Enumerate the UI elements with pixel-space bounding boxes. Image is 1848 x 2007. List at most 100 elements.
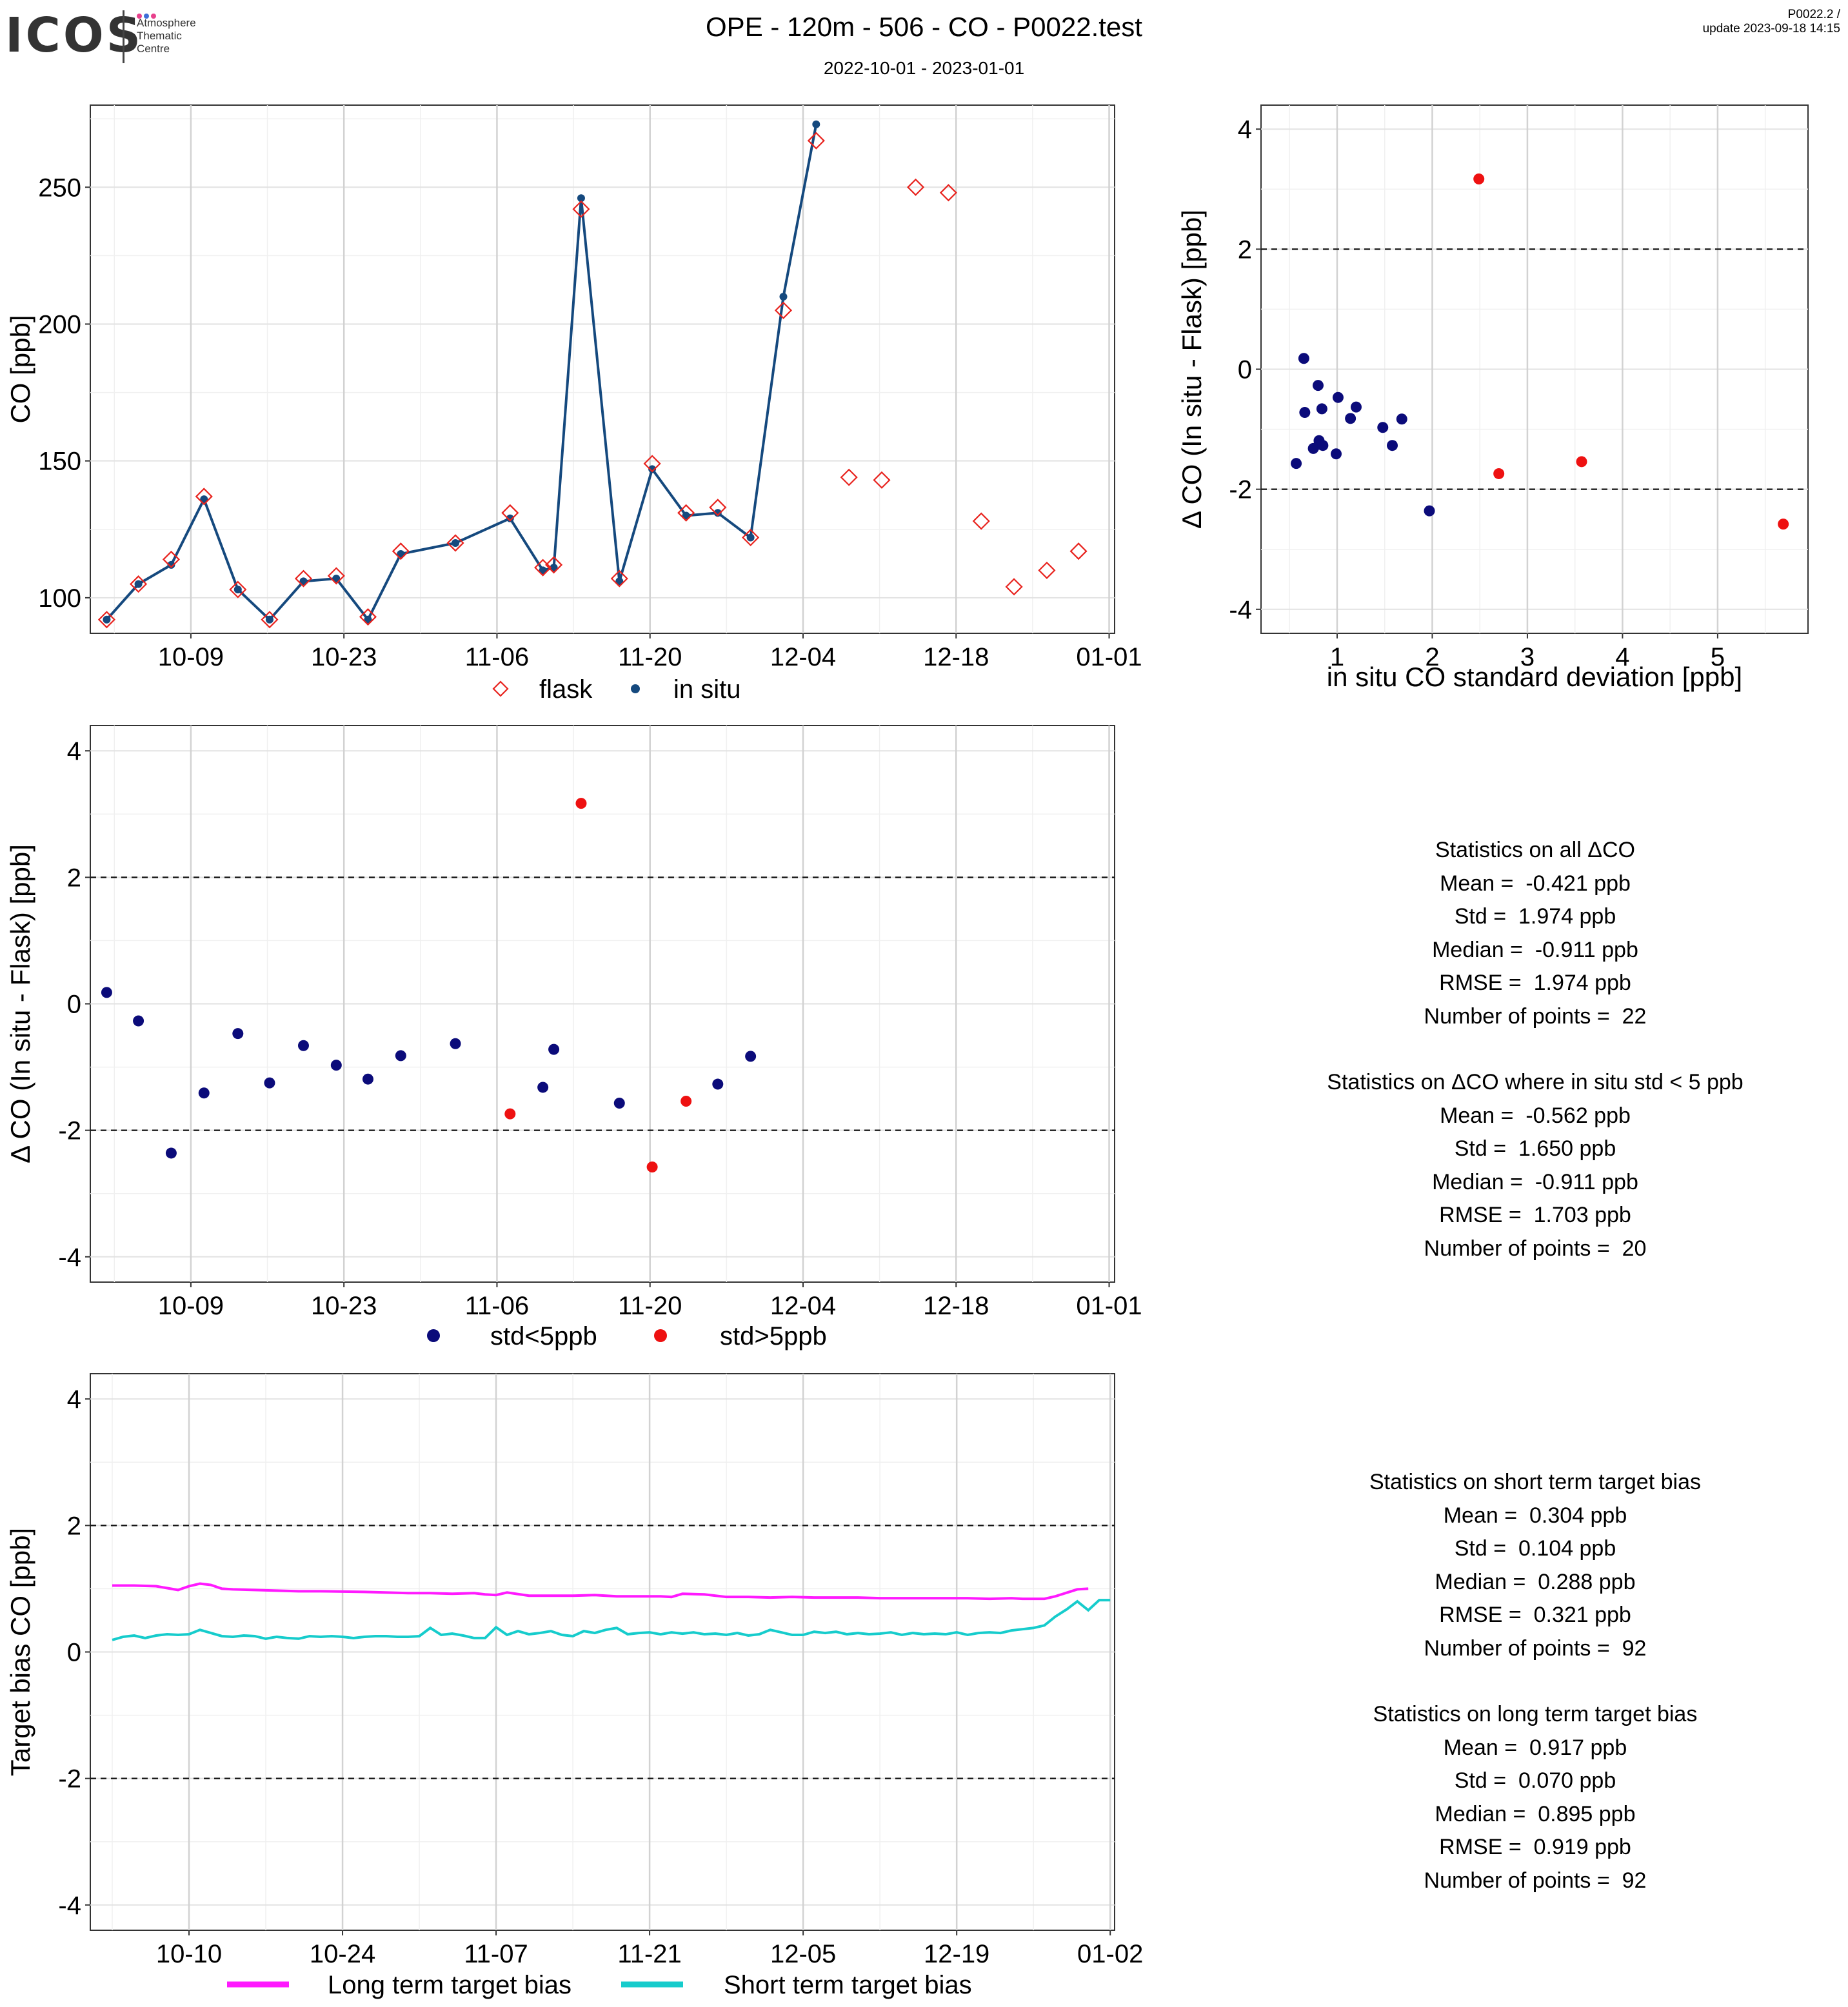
flask-point <box>774 301 793 319</box>
stats-filtered-median: Median = -0.911 ppb <box>1432 1169 1638 1194</box>
low-std-point <box>450 1038 461 1049</box>
stats-all-median: Median = -0.911 ppb <box>1432 937 1638 962</box>
version-label: P0022.2 / <box>1787 8 1840 21</box>
stats-long-mean: Mean = 0.917 ppb <box>1443 1735 1627 1760</box>
low-std-point <box>1387 440 1398 451</box>
logo-subtitle: Atmosphere Thematic Centre <box>137 17 196 55</box>
std-xlabel: in situ CO standard deviation [ppb] <box>1327 662 1742 692</box>
co-panel-xtick-label: 11-06 <box>465 643 529 671</box>
flask-point <box>1069 542 1088 560</box>
low-std-point <box>1331 448 1342 460</box>
insitu-point <box>779 293 788 301</box>
std-panel-ytick-label: -2 <box>1229 476 1252 504</box>
legend-short-bias-label: Short term target bias <box>724 1971 972 1999</box>
co-panel-xtick-label: 10-23 <box>311 643 377 671</box>
stats-long-std: Std = 0.070 ppb <box>1454 1768 1616 1793</box>
std-panel-ytick-label: -4 <box>1229 596 1252 624</box>
low-std-point <box>165 1147 177 1159</box>
legend-long-bias-label: Long term target bias <box>328 1971 571 1999</box>
short-bias-line <box>112 1599 1111 1641</box>
stats-long-title: Statistics on long term target bias <box>1373 1702 1698 1726</box>
high-std-point <box>575 798 587 809</box>
insitu-point <box>550 564 558 572</box>
low-std-point <box>297 1040 309 1051</box>
low-std-point <box>537 1082 549 1093</box>
co-panel-xtick-label: 01-01 <box>1076 643 1142 671</box>
low-std-point <box>1424 505 1435 517</box>
stats-delta-block: Statistics on all ΔCO Mean = -0.421 ppb … <box>1213 834 1848 1265</box>
flask-point <box>446 534 464 552</box>
stats-all-std: Std = 1.974 ppb <box>1454 904 1616 929</box>
insitu-point <box>167 560 175 569</box>
low-std-point <box>362 1073 373 1085</box>
stats-filtered-rmse: RMSE = 1.703 ppb <box>1439 1203 1631 1227</box>
low-std-point <box>1316 403 1327 415</box>
std-panel-xtick-label: 5 <box>1711 643 1725 671</box>
low-std-point <box>330 1060 342 1071</box>
high-std-point <box>1576 456 1587 468</box>
delta-panel-xtick-label: 10-09 <box>158 1292 224 1320</box>
flask-point <box>643 455 661 473</box>
bias-panel-xtick-label: 01-02 <box>1077 1940 1143 1968</box>
co-panel-xtick-label: 12-18 <box>923 643 989 671</box>
delta-panel-xtick-label: 12-04 <box>770 1292 836 1320</box>
flask-point <box>130 575 148 593</box>
bias-ylabel: Target bias CO [ppb] <box>5 1528 35 1776</box>
delta-panel-xtick-label: 11-20 <box>618 1292 682 1320</box>
co-panel-xtick-label: 10-09 <box>158 643 224 671</box>
bias-panel-xtick-label: 10-10 <box>156 1940 222 1968</box>
flask-point <box>807 132 825 150</box>
stats-all-mean: Mean = -0.421 ppb <box>1440 871 1631 896</box>
legend-flask-marker <box>492 680 509 697</box>
stats-filtered-count: Number of points = 20 <box>1424 1236 1647 1261</box>
flask-point <box>195 488 213 506</box>
bias-panel-ytick-label: 4 <box>67 1385 81 1414</box>
flask-point <box>610 569 628 588</box>
flask-point <box>972 512 990 530</box>
low-std-point <box>1345 413 1356 424</box>
flask-point <box>545 556 563 574</box>
date-range: 2022-10-01 - 2023-01-01 <box>823 58 1025 78</box>
stats-long-rmse: RMSE = 0.919 ppb <box>1439 1835 1631 1859</box>
insitu-point <box>233 586 242 594</box>
flask-point <box>742 528 760 547</box>
co-panel-ytick-label: 250 <box>38 173 81 202</box>
co-ylabel: CO [ppb] <box>5 315 35 423</box>
low-std-point <box>133 1015 144 1027</box>
stats-all-rmse: RMSE = 1.974 ppb <box>1439 971 1631 995</box>
std-panel-xtick-label: 1 <box>1330 643 1344 671</box>
legend-insitu-label: in situ <box>673 675 741 704</box>
low-std-point <box>613 1097 625 1109</box>
delta-panel-ytick-label: 2 <box>67 864 81 892</box>
flask-point <box>294 569 313 588</box>
stats-long-median: Median = 0.895 ppb <box>1435 1801 1636 1826</box>
bias-panel-ytick-label: 0 <box>67 1639 81 1667</box>
delta-panel-ytick-label: -4 <box>58 1243 81 1272</box>
legend-insitu-marker <box>631 684 640 693</box>
bias-panel-xtick-label: 11-21 <box>617 1940 681 1968</box>
stats-all-count: Number of points = 22 <box>1424 1004 1647 1029</box>
low-std-point <box>198 1087 210 1099</box>
insitu-point <box>364 615 372 624</box>
delta-panel-xtick-label: 01-01 <box>1076 1292 1142 1320</box>
high-std-point <box>1493 468 1505 479</box>
flask-point <box>162 550 180 568</box>
low-std-point <box>1350 401 1362 413</box>
high-std-point <box>681 1096 692 1107</box>
insitu-point <box>506 514 514 522</box>
insitu-point <box>812 120 820 128</box>
long-bias-line <box>112 1582 1089 1601</box>
co-panel-xtick-label: 12-04 <box>770 643 836 671</box>
stats-long-count: Number of points = 92 <box>1424 1868 1647 1893</box>
stats-filtered-title: Statistics on ΔCO where in situ std < 5 … <box>1327 1070 1744 1094</box>
stats-short-mean: Mean = 0.304 ppb <box>1443 1503 1627 1528</box>
legend-low-std-label: std<5ppb <box>490 1322 597 1350</box>
std-panel-ytick-label: 4 <box>1238 115 1252 144</box>
std-ylabel: Δ CO (In situ - Flask) [ppb] <box>1177 210 1207 529</box>
high-std-point <box>646 1162 658 1173</box>
delta-panel-xtick-label: 10-23 <box>311 1292 377 1320</box>
delta-panel-ytick-label: -2 <box>58 1117 81 1145</box>
flask-point <box>939 184 957 202</box>
std-panel-xtick-label: 2 <box>1425 643 1439 671</box>
insitu-point <box>103 615 111 624</box>
